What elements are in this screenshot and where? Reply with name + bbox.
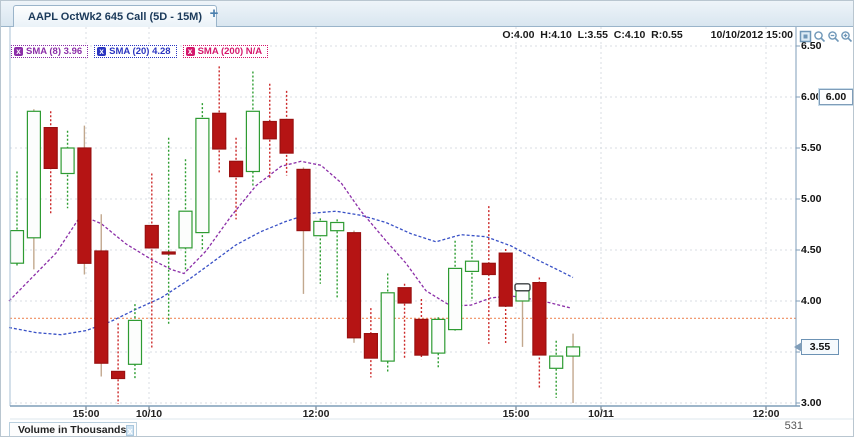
indicator-label: SMA (200) N/A: [197, 46, 263, 57]
tab-bar: AAPL OctWk2 645 Call (5D - 15M) +: [1, 1, 853, 27]
bar-timestamp: 10/10/2012 15:00: [710, 29, 793, 41]
close-icon[interactable]: x: [126, 424, 134, 436]
price-level-input[interactable]: 6.00: [818, 88, 853, 106]
bar-count: 531: [784, 420, 803, 432]
zoom-toolbar: [799, 29, 853, 43]
zoom-cursor-icon[interactable]: [813, 30, 826, 43]
x-axis-label: 15:00: [72, 408, 100, 420]
indicator-badge-sma20[interactable]: x SMA (20) 4.28: [94, 45, 177, 58]
y-axis-label: 4.50: [801, 244, 822, 256]
indicator-badges: x SMA (8) 3.96 x SMA (20) 4.28 x SMA (20…: [11, 45, 269, 58]
new-tab-button[interactable]: +: [209, 5, 219, 22]
volume-panel-header: Volume in Thousands x: [9, 422, 137, 436]
tab-symbol[interactable]: AAPL OctWk2 645 Call (5D - 15M): [13, 5, 218, 27]
y-axis-label: 5.00: [801, 193, 822, 205]
close-icon[interactable]: x: [97, 47, 107, 56]
last-price-value: 3.55: [809, 341, 831, 353]
volume-panel-title: Volume in Thousands: [18, 424, 127, 436]
close-icon[interactable]: x: [14, 47, 23, 56]
y-axis-label: 3.00: [801, 397, 822, 409]
x-axis-label: 10/11: [588, 408, 614, 420]
indicator-label: SMA (20) 4.28: [109, 46, 171, 57]
zoom-in-icon[interactable]: [840, 30, 853, 43]
close-icon[interactable]: x: [185, 47, 195, 56]
last-price-tag: 3.55: [794, 339, 839, 355]
x-axis-label: 12:00: [752, 408, 780, 420]
price-tag-arrow-icon: [794, 342, 802, 352]
indicator-label: SMA (8) 3.96: [26, 46, 83, 57]
y-axis-label: 4.00: [801, 295, 822, 307]
y-axis-label: 6.00: [801, 91, 822, 103]
indicator-badge-sma200[interactable]: x SMA (200) N/A: [182, 45, 269, 58]
y-axis-label: 5.50: [801, 142, 822, 154]
x-axis-label: 12:00: [302, 408, 330, 420]
ohlc-values: O:4.00 H:4.10 L:3.55 C:4.10 R:0.55: [502, 29, 683, 41]
x-axis-label: 10/10: [135, 408, 163, 420]
x-axis-label: 15:00: [502, 408, 530, 420]
y-axis-label: 6.50: [801, 40, 822, 52]
marquee-zoom-icon[interactable]: [799, 30, 812, 43]
tab-symbol-label: AAPL OctWk2 645 Call (5D - 15M): [28, 10, 203, 23]
zoom-out-icon[interactable]: [827, 30, 840, 43]
ohlc-info-bar: O:4.00 H:4.10 L:3.55 C:4.10 R:0.55 10/10…: [381, 29, 793, 42]
indicator-badge-sma8[interactable]: x SMA (8) 3.96: [11, 45, 89, 58]
